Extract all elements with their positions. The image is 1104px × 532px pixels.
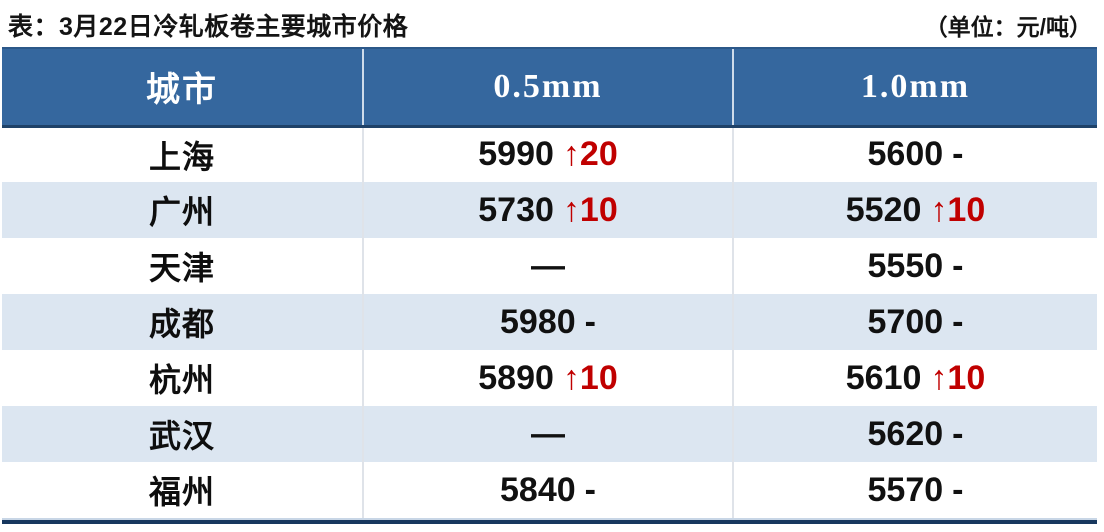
table-body: 上海 5990 ↑20 5600- 广州 5730 ↑10 5520 ↑10 天津 —… [2,126,1097,518]
price-value: 5610 [845,358,922,397]
price-value: — [531,414,565,453]
price-cell-0-5mm: 5730 ↑10 [362,182,733,238]
price-value: 5520 [845,190,922,229]
table-row-hangzhou: 杭州 5890 ↑10 5610 ↑10 [2,350,1097,406]
price-cell-1-0mm: 5700- [732,294,1097,350]
table-row-shanghai: 上海 5990 ↑20 5600- [2,126,1097,182]
city-cell: 成都 [2,294,363,350]
price-table: 城市 0.5mm 1.0mm 上海 5990 ↑20 5600- 广州 5730 ↑… [2,47,1097,518]
change-indicator: ↑20 [562,135,618,174]
header-row: 城市 0.5mm 1.0mm [2,47,1097,128]
price-cell-1-0mm: 5550- [732,238,1097,294]
price-cell-1-0mm: 5520 ↑10 [732,182,1097,238]
title-bar: 表：3月22日冷轧板卷主要城市价格 （单位：元/吨） [0,0,1104,47]
price-cell-1-0mm: 5610 ↑10 [732,350,1097,406]
price-value: 5700 [867,302,944,341]
city-cell: 天津 [2,238,363,294]
price-value: 5990 [478,135,554,174]
price-cell-0-5mm: 5990 ↑20 [362,126,733,182]
change-indicator: ↑10 [562,190,618,229]
price-value: 5890 [478,358,554,397]
price-value: — [531,246,565,285]
price-value: 5980 [500,302,576,341]
price-cell-0-5mm: 5980- [362,294,733,350]
table-row-tianjin: 天津 — 5550- [2,238,1097,294]
col-header-0-5mm: 0.5mm [362,47,733,128]
change-indicator: - [952,470,964,509]
change-indicator: ↑10 [930,190,986,229]
col-header-1-0mm: 1.0mm [732,47,1097,128]
table-row-fuzhou: 福州 5840- 5570- [2,462,1097,518]
col-header-city: 城市 [2,47,363,128]
city-cell: 上海 [2,126,363,182]
change-indicator: - [584,470,596,509]
city-cell: 广州 [2,182,363,238]
price-cell-0-5mm: — [362,238,733,294]
table-row-chengdu: 成都 5980- 5700- [2,294,1097,350]
table-title: 表：3月22日冷轧板卷主要城市价格 [8,12,409,41]
change-indicator: - [952,302,964,341]
city-cell: 武汉 [2,406,363,462]
unit-label: （单位：元/吨） [924,13,1092,40]
price-value: 5570 [867,470,944,509]
price-value: 5620 [867,414,944,453]
price-value: 5730 [478,190,554,229]
price-cell-1-0mm: 5620- [732,406,1097,462]
price-cell-1-0mm: 5600- [732,126,1097,182]
price-value: 5600 [867,135,944,174]
change-indicator: ↑10 [562,358,618,397]
city-cell: 杭州 [2,350,363,406]
price-cell-0-5mm: — [362,406,733,462]
change-indicator: - [952,414,964,453]
price-cell-0-5mm: 5840- [362,462,733,518]
change-indicator: - [952,135,964,174]
price-value: 5550 [867,246,944,285]
price-cell-0-5mm: 5890 ↑10 [362,350,733,406]
change-indicator: - [584,302,596,341]
price-value: 5840 [500,470,576,509]
table-bottom-border [2,518,1097,524]
table-header: 城市 0.5mm 1.0mm [2,47,1097,128]
table-row-wuhan: 武汉 — 5620- [2,406,1097,462]
change-indicator: - [952,246,964,285]
change-indicator: ↑10 [930,358,986,397]
city-cell: 福州 [2,462,363,518]
price-cell-1-0mm: 5570- [732,462,1097,518]
table-row-guangzhou: 广州 5730 ↑10 5520 ↑10 [2,182,1097,238]
